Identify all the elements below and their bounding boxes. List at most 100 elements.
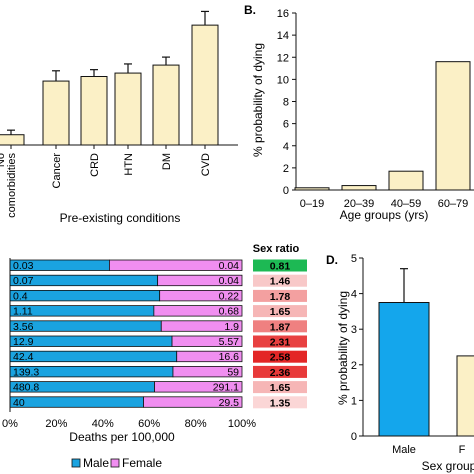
panel-c-legend: Male Female	[71, 456, 162, 470]
panel-a-bar	[0, 134, 25, 146]
panel-d-bar	[456, 355, 474, 437]
panel-c-x-tick-label: 80%	[185, 418, 207, 430]
panel-c-ratio-value: 1.87	[270, 321, 291, 333]
panel-b-x-tick-label: 40–59	[391, 198, 422, 210]
panel-c-female-bar	[160, 320, 243, 332]
panel-a-bars	[0, 10, 219, 146]
panel-d-bars	[378, 268, 474, 437]
panel-b-x-tick-label: 60–79	[438, 198, 469, 210]
panel-c-ratio-value: 2.31	[270, 337, 291, 349]
panel-b-x-ticks: 0–19 20–39 40–59 60–79	[300, 198, 469, 210]
panel-c-ratio-cell	[253, 259, 307, 272]
panel-a-bar	[191, 24, 219, 146]
panel-c-female-value: 0.22	[219, 290, 240, 302]
panel-c-female-bar	[176, 350, 243, 363]
panel-a-tick-label: comorbidities	[6, 153, 18, 218]
panel-b-x-tick-label: 0–19	[300, 198, 324, 210]
panel-d-bar	[378, 302, 430, 437]
panel-c-stacked-bars: 0.03 0.04 0.07 0.04 0.4 0.22 1.11 0.68 3.56 1.9 12…	[9, 259, 243, 409]
panel-b-bars	[294, 61, 471, 191]
legend-female-swatch	[110, 458, 120, 468]
panel-a-bar	[42, 80, 70, 146]
panel-c-male-bar	[9, 350, 178, 363]
panel-b-y-ticks: 0 2 4 6 8 10 12 14 16	[277, 8, 296, 197]
panel-b-bar	[294, 187, 330, 191]
panel-c-ratio-value: 1.65	[270, 382, 291, 394]
panel-c-ratio-cell	[253, 274, 307, 287]
panel-d-y-tick-label: 3	[351, 324, 357, 336]
panel-c-male-bar	[9, 335, 173, 347]
panel-c-female-value: 16.6	[219, 351, 240, 363]
panel-c-female-value: 0.04	[219, 275, 240, 287]
panel-c-x-tick-label: 100%	[228, 418, 256, 430]
legend-female-label: Female	[122, 456, 162, 470]
panel-a-tick-label: CRD	[89, 153, 101, 177]
panel-b: B. % probability of dying 0246810121416 …	[244, 3, 474, 222]
panel-a-bar	[80, 76, 108, 146]
panel-c-sex-ratios: 0.81 1.46 1.78 1.65 1.87 2.31 2.58 2.36 1.65 1.35	[253, 259, 307, 409]
panel-b-y-tick-label: 0	[283, 185, 289, 197]
panel-b-bar	[435, 61, 471, 191]
panel-a-bar	[152, 64, 180, 146]
panel-c-ratio-cell	[253, 396, 307, 409]
panel-c-male-value: 40	[13, 397, 25, 409]
panel-d-y-axis-label: % probability of dying	[336, 291, 350, 405]
panel-c-female-bar	[153, 305, 243, 317]
panel-c-ratio-value: 2.58	[270, 352, 291, 364]
panel-c-ratio-value: 1.78	[270, 291, 291, 303]
panel-d-x-tick-label: Male	[392, 444, 416, 456]
panel-a-bar	[114, 72, 142, 146]
panel-c-ratio-cell	[253, 335, 307, 348]
panel-b-y-tick-label: 16	[277, 8, 289, 20]
panel-c-x-ticks: 0% 20% 40% 60% 80% 100%	[2, 418, 256, 430]
legend-male-swatch	[71, 458, 81, 468]
panel-d-y-tick-label: 5	[351, 253, 357, 265]
panel-a-tick-labels: No comorbidities Cancer CRD HTN DM CVD	[0, 145, 212, 218]
panel-b-bar	[341, 185, 377, 191]
panel-d-y-tick-label: 2	[351, 360, 357, 372]
panel-c-female-value: 0.04	[219, 260, 240, 272]
panel-a: No comorbidities Cancer CRD HTN DM CVD Pre-exi…	[0, 10, 238, 225]
panel-c-ratio-cell	[253, 350, 307, 363]
panel-c-ratio-cell	[253, 305, 307, 318]
panel-c-female-bar	[159, 289, 243, 302]
panel-c: 0.03 0.04 0.07 0.04 0.4 0.22 1.11 0.68 3.56 1.9 12…	[2, 243, 307, 470]
panel-d: D. % probability of dying 0 1 2 3 4 5 Male F S…	[326, 253, 474, 473]
panel-c-female-bar	[109, 259, 243, 271]
panel-c-female-value: 1.9	[224, 321, 239, 333]
panel-c-female-bar	[143, 396, 243, 408]
panel-c-ratio-value: 1.46	[270, 276, 291, 288]
panel-c-female-value: 0.68	[219, 306, 240, 318]
panel-c-ratio-value: 0.81	[270, 261, 291, 273]
panel-c-ratio-cell	[253, 365, 307, 378]
panel-c-female-value: 59	[227, 366, 239, 378]
panel-b-y-tick-label: 2	[283, 163, 289, 175]
panel-d-x-tick-label: F	[459, 444, 466, 456]
panel-c-x-tick-label: 60%	[138, 418, 160, 430]
panel-c-ratio-cell	[253, 381, 307, 394]
panel-a-tick-label: Cancer	[51, 153, 63, 189]
panel-d-y-tick-label: 0	[351, 431, 357, 443]
panel-c-female-bar	[172, 365, 243, 378]
panel-b-x-tick-label: 20–39	[344, 198, 375, 210]
panel-c-x-tick-label: 0%	[2, 418, 18, 430]
panel-c-female-value: 5.57	[219, 336, 240, 348]
panel-c-female-bar	[154, 381, 243, 393]
panel-c-male-bar	[9, 289, 161, 302]
panel-b-y-tick-label: 6	[283, 119, 289, 131]
panel-c-ratio-value: 1.65	[270, 306, 291, 318]
panel-b-bar	[388, 170, 424, 191]
panel-c-male-value: 0.07	[13, 275, 34, 287]
panel-c-male-value: 480.8	[13, 382, 39, 394]
panel-c-male-value: 139.3	[13, 366, 39, 378]
panel-d-x-ticks: Male F	[392, 444, 466, 456]
panel-c-male-bar	[9, 396, 144, 408]
panel-b-y-tick-label: 12	[277, 52, 289, 64]
panel-d-x-axis-label: Sex groups	[422, 459, 474, 473]
panel-b-y-tick-label: 10	[277, 74, 289, 86]
panel-c-ratio-value: 1.35	[270, 397, 291, 409]
panel-c-x-tick-label: 40%	[92, 418, 114, 430]
panel-c-female-bar	[157, 274, 243, 287]
panel-a-tick-label: CVD	[200, 153, 212, 176]
